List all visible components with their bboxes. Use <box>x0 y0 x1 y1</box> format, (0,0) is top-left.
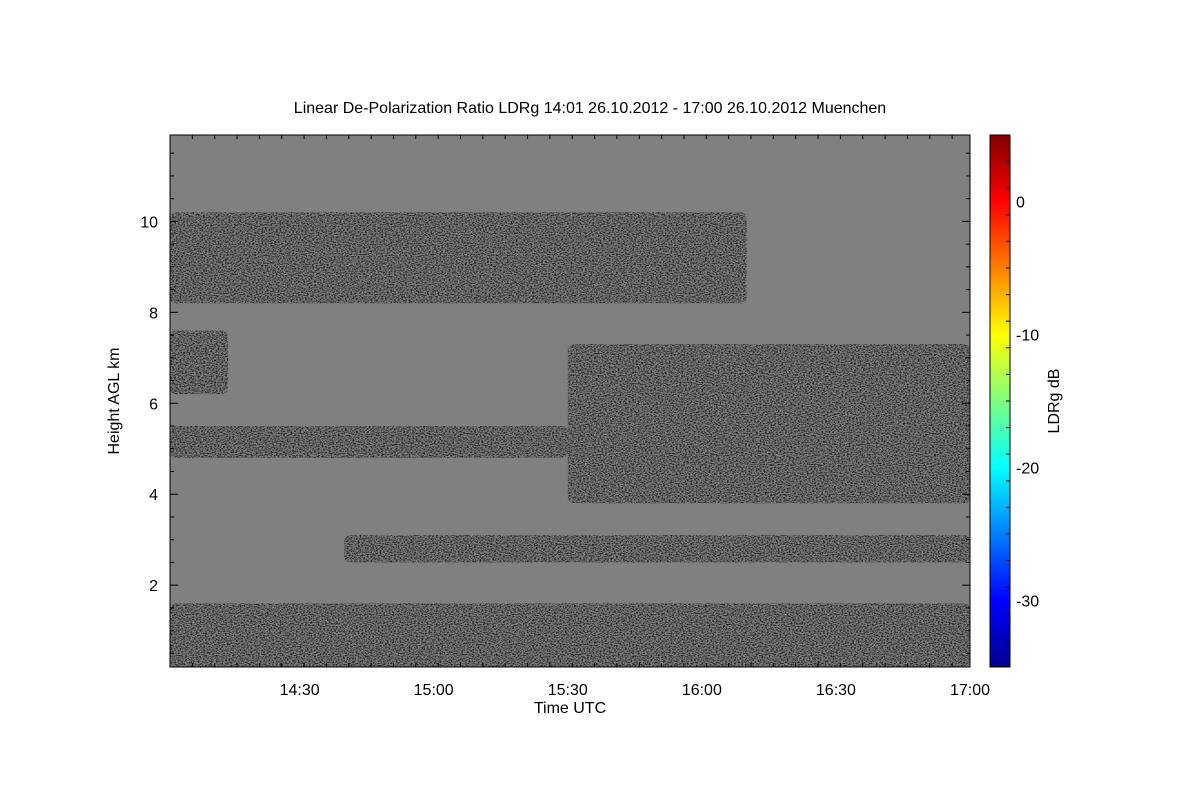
x-tick-label: 16:30 <box>816 682 856 699</box>
layer-lower-layer <box>344 535 970 563</box>
y-tick-label: 6 <box>149 396 158 413</box>
colorbar-tick-label: -10 <box>1016 328 1039 345</box>
plot-area: 14:30 15:00 15:30 16:00 16:30 17:00 2 4 6 8 10 <box>140 134 990 699</box>
y-tick-label: 4 <box>149 487 158 504</box>
y-tick-label: 8 <box>149 305 158 322</box>
x-tick-label: 14:30 <box>280 682 320 699</box>
plot-frame <box>169 134 971 668</box>
colorbar: 0 -10 -20 -30 LDRg dB <box>989 134 1063 668</box>
y-tick-label: 2 <box>149 578 158 595</box>
colorbar-tick-label: -30 <box>1016 594 1039 611</box>
y-tick-label: 10 <box>140 214 158 231</box>
x-tick-label: 17:00 <box>950 682 990 699</box>
x-tick-label: 15:30 <box>548 682 588 699</box>
colorbar-label: LDRg dB <box>1046 369 1063 434</box>
layer-mid-layer-left <box>170 426 568 458</box>
colorbar-tick-label: -20 <box>1016 461 1039 478</box>
colorbar-tick-label: 0 <box>1016 195 1025 212</box>
layer-upper-cirrus <box>170 212 747 304</box>
layer-boundary-layer <box>170 603 970 667</box>
layer-mid-layer-right <box>567 344 970 504</box>
chart-title: Linear De-Polarization Ratio LDRg 14:01 … <box>294 100 886 117</box>
y-axis-label: Height AGL km <box>106 347 123 454</box>
x-tick-label: 15:00 <box>414 682 454 699</box>
x-tick-label: 16:00 <box>682 682 722 699</box>
layer-left-patch <box>170 330 229 395</box>
x-axis-label: Time UTC <box>534 700 606 717</box>
